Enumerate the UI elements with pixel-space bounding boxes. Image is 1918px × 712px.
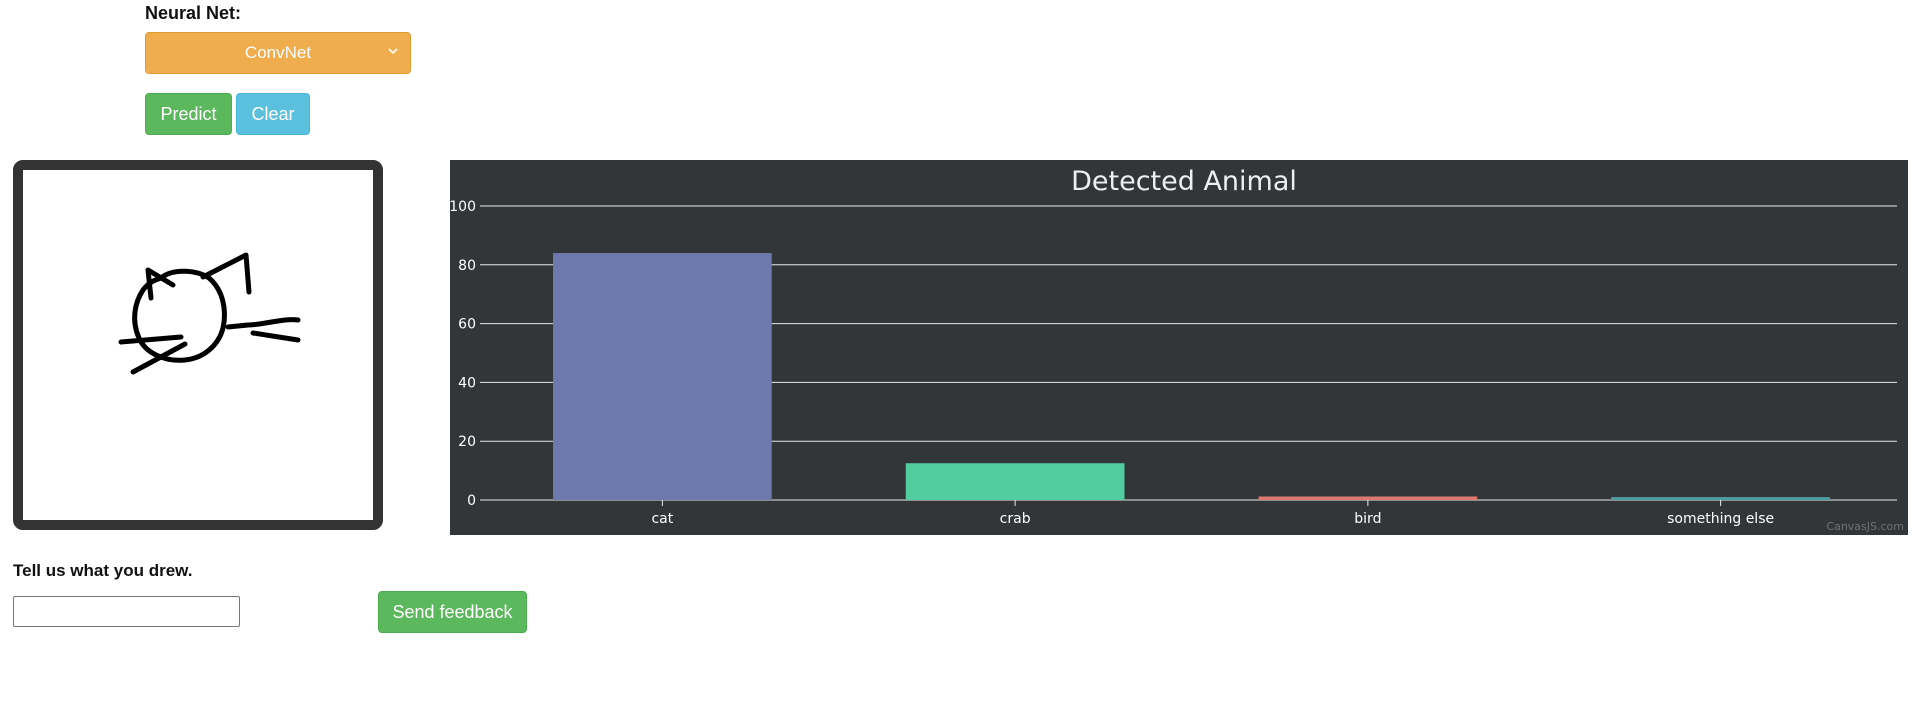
clear-button[interactable]: Clear [236, 93, 310, 135]
y-tick-label: 40 [458, 375, 476, 391]
bar [553, 253, 772, 500]
predict-button[interactable]: Predict [145, 93, 232, 135]
x-tick-label: cat [651, 511, 673, 527]
neural-net-label: Neural Net: [145, 3, 242, 23]
feedback-label: Tell us what you drew. [13, 561, 193, 580]
bar [1258, 496, 1478, 500]
bar-chart-svg: Detected Animal 0 20 40 60 80 100 cat crab bird s… [450, 166, 1897, 527]
neural-net-selected-value: ConvNet [244, 43, 312, 62]
chart-credit: CanvasJS.com [1826, 520, 1904, 533]
y-tick-label: 100 [450, 199, 476, 215]
drawing-sketch [118, 252, 301, 375]
x-tick-label: crab [1000, 511, 1031, 527]
bar [1611, 497, 1830, 500]
x-tick-label: bird [1354, 511, 1381, 527]
chart-title: Detected Animal [1071, 166, 1297, 197]
y-tick-label: 80 [458, 258, 476, 274]
neural-net-select[interactable]: ConvNet [145, 32, 411, 74]
y-tick-label: 60 [458, 317, 476, 333]
y-tick-label: 0 [467, 493, 476, 509]
feedback-input[interactable] [13, 596, 240, 627]
detected-animal-chart: Detected Animal 0 20 40 60 80 100 cat crab bird s… [450, 160, 1908, 535]
y-tick-label: 20 [458, 434, 476, 450]
drawing-canvas[interactable] [13, 160, 383, 530]
send-feedback-button[interactable]: Send feedback [378, 591, 527, 633]
bar [905, 463, 1125, 500]
x-tick-label: something else [1667, 511, 1774, 527]
chevron-down-icon [388, 48, 398, 55]
